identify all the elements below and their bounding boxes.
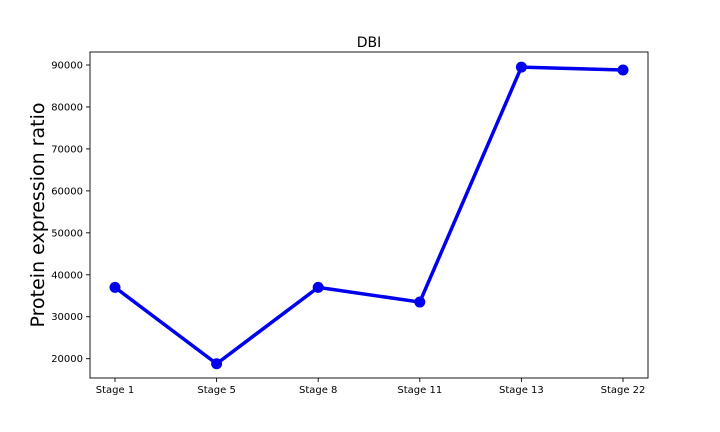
x-tick-label: Stage 13 [499,385,544,396]
y-axis-label: Protein expression ratio [27,103,49,328]
data-point [109,281,121,293]
data-point [617,64,629,76]
y-tick-label: 90000 [51,61,83,72]
plot-area-frame [89,51,649,379]
data-point [312,281,324,293]
y-tick-label: 30000 [51,312,83,323]
y-tick-label: 60000 [51,186,83,197]
x-axis-ticks: Stage 1 Stage 5 Stage 8 Stage 11 Stage 13 Sta… [96,378,646,396]
series-group [109,61,629,370]
data-point [414,296,426,308]
x-tick-label: Stage 11 [397,385,442,396]
y-tick-label: 50000 [51,228,83,239]
x-tick-label: Stage 22 [601,385,646,396]
chart-title: DBI [357,35,382,51]
x-tick-label: Stage 5 [197,385,235,396]
y-axis-ticks: 20000 30000 40000 50000 60000 70000 80000 90000 [51,61,90,365]
y-tick-label: 80000 [51,102,83,113]
data-point [211,358,223,370]
y-tick-label: 20000 [51,354,83,365]
x-tick-label: Stage 1 [96,385,134,396]
data-point [515,61,527,73]
x-tick-label: Stage 8 [299,385,337,396]
y-tick-label: 40000 [51,270,83,281]
series-line [113,65,624,366]
y-tick-label: 70000 [51,144,83,155]
